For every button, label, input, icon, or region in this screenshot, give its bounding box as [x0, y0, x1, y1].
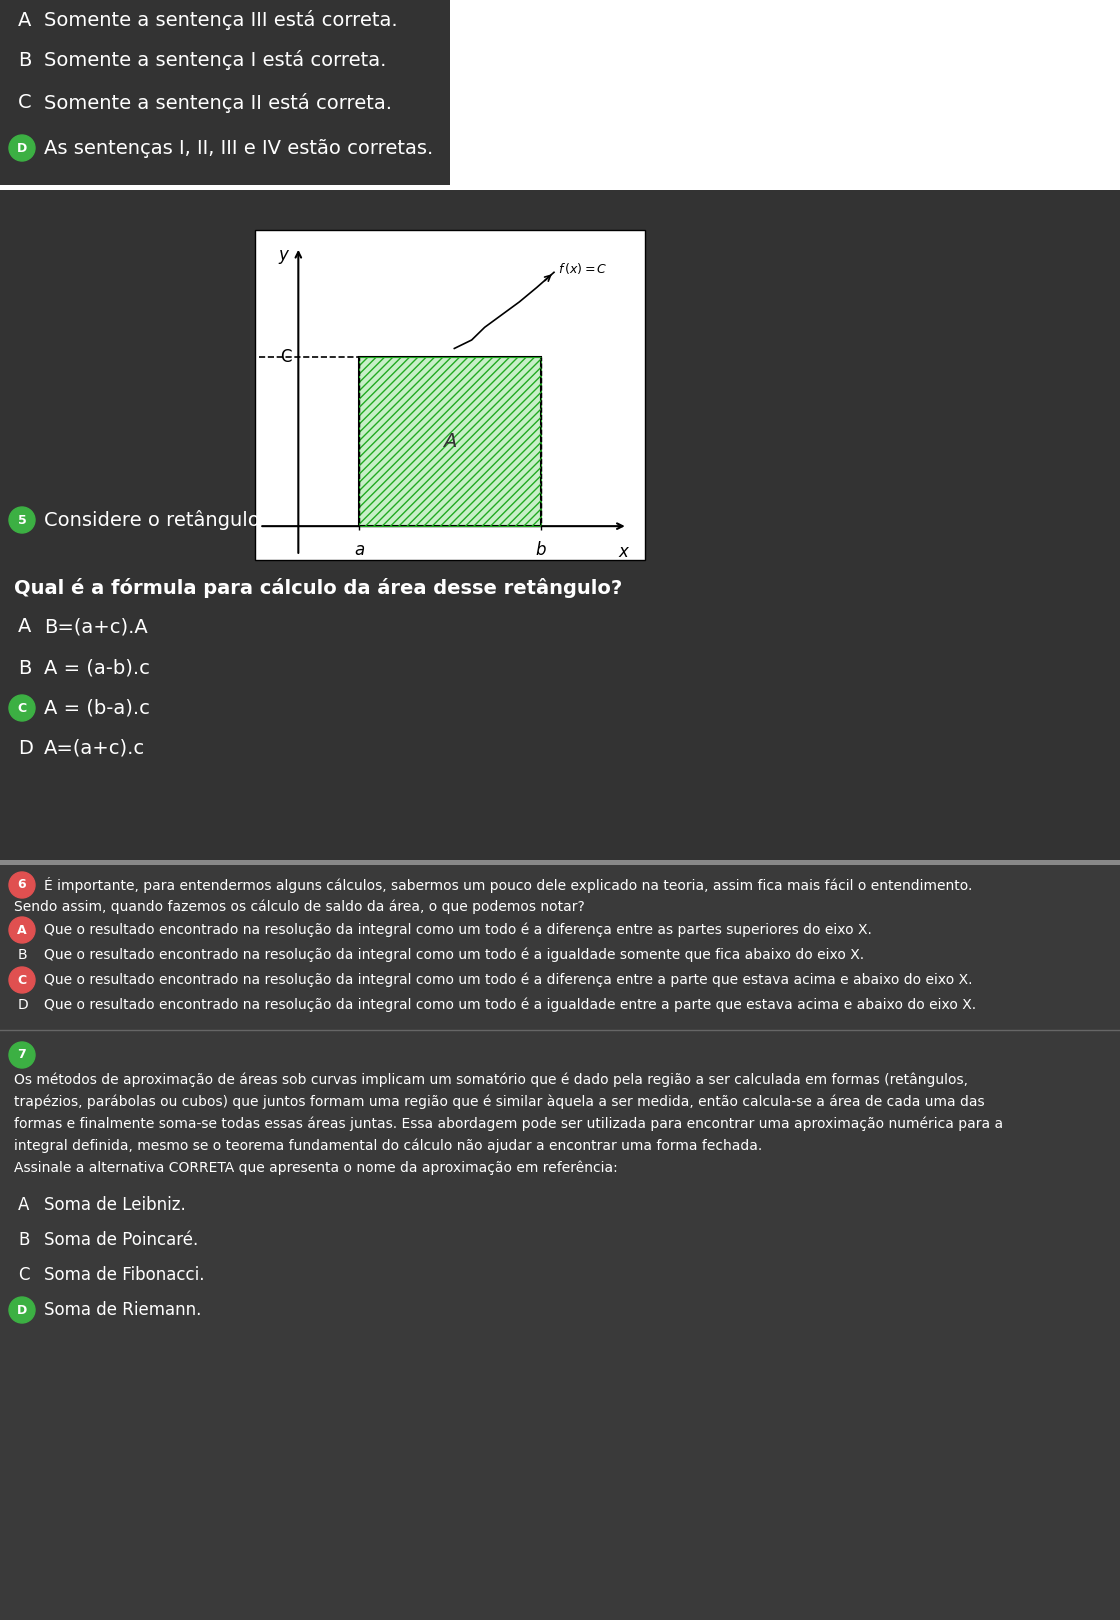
Text: Soma de Poincaré.: Soma de Poincaré. — [44, 1231, 198, 1249]
Circle shape — [9, 872, 35, 897]
Text: $f\,(x) = C$: $f\,(x) = C$ — [559, 261, 608, 275]
Bar — [360, 356, 541, 526]
Text: 5: 5 — [18, 514, 27, 526]
Text: As sentenças I, II, III e IV estão corretas.: As sentenças I, II, III e IV estão corre… — [44, 138, 433, 157]
Circle shape — [9, 695, 35, 721]
Text: B=(a+c).A: B=(a+c).A — [44, 617, 148, 637]
Text: Que o resultado encontrado na resolução da integral como um todo é a diferença e: Que o resultado encontrado na resolução … — [44, 923, 871, 938]
Text: Somente a sentença I está correta.: Somente a sentença I está correta. — [44, 50, 386, 70]
Text: Soma de Riemann.: Soma de Riemann. — [44, 1301, 202, 1319]
Text: y: y — [278, 246, 288, 264]
Text: C: C — [18, 701, 27, 714]
Text: C: C — [280, 348, 291, 366]
Text: B: B — [18, 50, 31, 70]
Text: Que o resultado encontrado na resolução da integral como um todo é a igualdade s: Que o resultado encontrado na resolução … — [44, 948, 865, 962]
Circle shape — [9, 507, 35, 533]
Text: A = (a-b).c: A = (a-b).c — [44, 658, 150, 677]
Text: x: x — [618, 543, 628, 561]
Text: 6: 6 — [18, 878, 26, 891]
Text: Somente a sentença II está correta.: Somente a sentença II está correta. — [44, 92, 392, 113]
Text: C: C — [18, 1265, 29, 1285]
Circle shape — [9, 917, 35, 943]
Text: B: B — [18, 948, 28, 962]
Text: B: B — [18, 1231, 29, 1249]
Text: formas e finalmente soma-se todas essas áreas juntas. Essa abordagem pode ser ut: formas e finalmente soma-se todas essas … — [13, 1116, 1004, 1131]
Bar — [0, 1030, 1120, 1620]
Text: Que o resultado encontrado na resolução da integral como um todo é a igualdade e: Que o resultado encontrado na resolução … — [44, 998, 977, 1012]
Bar — [360, 356, 541, 526]
Circle shape — [9, 1298, 35, 1324]
Text: b: b — [535, 541, 547, 559]
Text: Considere o retângulo a seguir:: Considere o retângulo a seguir: — [44, 510, 351, 530]
Bar — [0, 190, 1120, 865]
Text: Somente a sentença III está correta.: Somente a sentença III está correta. — [44, 10, 398, 31]
Bar — [255, 230, 645, 561]
Text: A: A — [17, 923, 27, 936]
Text: C: C — [18, 94, 31, 112]
Text: Qual é a fórmula para cálculo da área desse retângulo?: Qual é a fórmula para cálculo da área de… — [13, 578, 623, 598]
Text: A: A — [444, 433, 457, 450]
Text: D: D — [17, 1304, 27, 1317]
Text: A: A — [18, 10, 31, 29]
Text: D: D — [18, 739, 32, 758]
Text: a: a — [354, 541, 364, 559]
Text: A=(a+c).c: A=(a+c).c — [44, 739, 146, 758]
Text: trapézios, parábolas ou cubos) que juntos formam uma região que é similar àquela: trapézios, parábolas ou cubos) que junto… — [13, 1095, 984, 1110]
Circle shape — [9, 134, 35, 160]
Text: C: C — [18, 974, 27, 987]
Text: D: D — [18, 998, 29, 1012]
Text: A: A — [18, 617, 31, 637]
Bar — [0, 860, 1120, 865]
Text: Que o resultado encontrado na resolução da integral como um todo é a diferença e: Que o resultado encontrado na resolução … — [44, 972, 972, 987]
Bar — [0, 865, 1120, 1030]
Text: D: D — [17, 141, 27, 154]
Text: Os métodos de aproximação de áreas sob curvas implicam um somatório que é dado p: Os métodos de aproximação de áreas sob c… — [13, 1072, 968, 1087]
Circle shape — [9, 1042, 35, 1068]
Text: 7: 7 — [18, 1048, 27, 1061]
Text: integral definida, mesmo se o teorema fundamental do cálculo não ajudar a encont: integral definida, mesmo se o teorema fu… — [13, 1139, 763, 1153]
Text: Assinale a alternativa CORRETA que apresenta o nome da aproximação em referência: Assinale a alternativa CORRETA que apres… — [13, 1162, 618, 1174]
Text: B: B — [18, 658, 31, 677]
Text: A: A — [18, 1196, 29, 1213]
Text: Soma de Leibniz.: Soma de Leibniz. — [44, 1196, 186, 1213]
Bar — [0, 0, 450, 185]
Text: Soma de Fibonacci.: Soma de Fibonacci. — [44, 1265, 205, 1285]
Circle shape — [9, 967, 35, 993]
Text: A = (b-a).c: A = (b-a).c — [44, 698, 150, 718]
Text: Sendo assim, quando fazemos os cálculo de saldo da área, o que podemos notar?: Sendo assim, quando fazemos os cálculo d… — [13, 899, 585, 914]
Text: É importante, para entendermos alguns cálculos, sabermos um pouco dele explicado: É importante, para entendermos alguns cá… — [44, 876, 972, 893]
